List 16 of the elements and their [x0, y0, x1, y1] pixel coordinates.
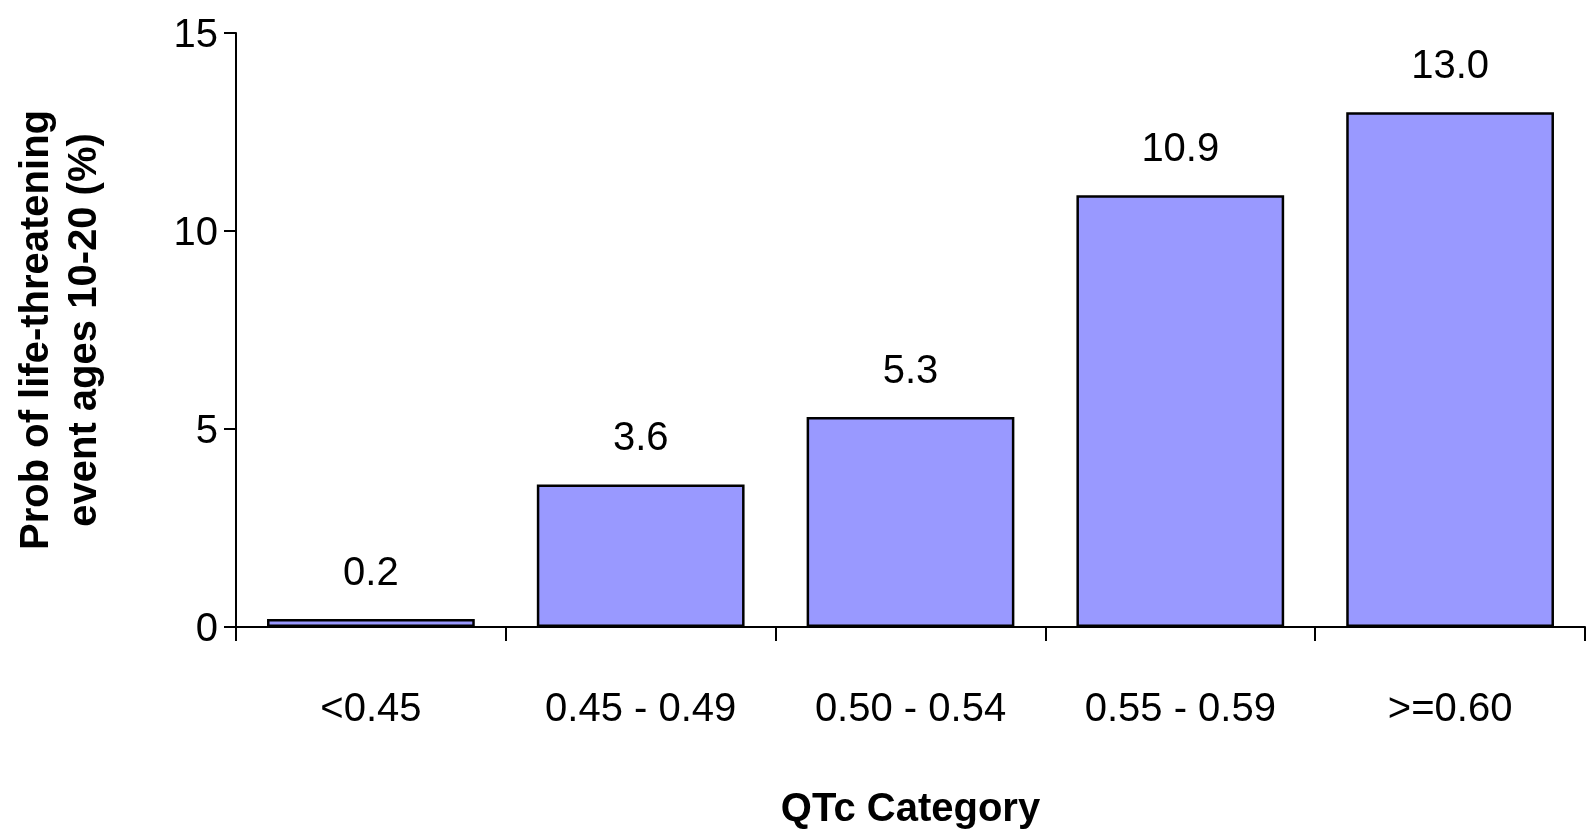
data-label: 10.9 [1141, 125, 1220, 170]
data-label: 0.2 [343, 549, 399, 594]
data-label: 5.3 [882, 347, 939, 392]
y-axis-title: Prob of life-threatening event ages 10-20 (%) [12, 110, 104, 550]
x-tick-label: 0.45 - 0.49 [545, 685, 737, 729]
x-tick-label: >=0.60 [1387, 685, 1513, 729]
x-tick-label: <0.45 [320, 685, 422, 729]
y-tick-label: 15 [173, 11, 218, 55]
data-label: 13.0 [1411, 42, 1490, 87]
x-tick-label: 0.50 - 0.54 [814, 685, 1007, 729]
y-tick-label: 5 [195, 407, 218, 451]
data-label: 3.6 [612, 414, 669, 459]
x-axis-title: QTc Category [780, 785, 1041, 829]
x-tick-label: 0.55 - 0.59 [1084, 685, 1276, 729]
y-tick-label: 0 [195, 605, 218, 649]
y-tick-label: 10 [173, 209, 218, 253]
